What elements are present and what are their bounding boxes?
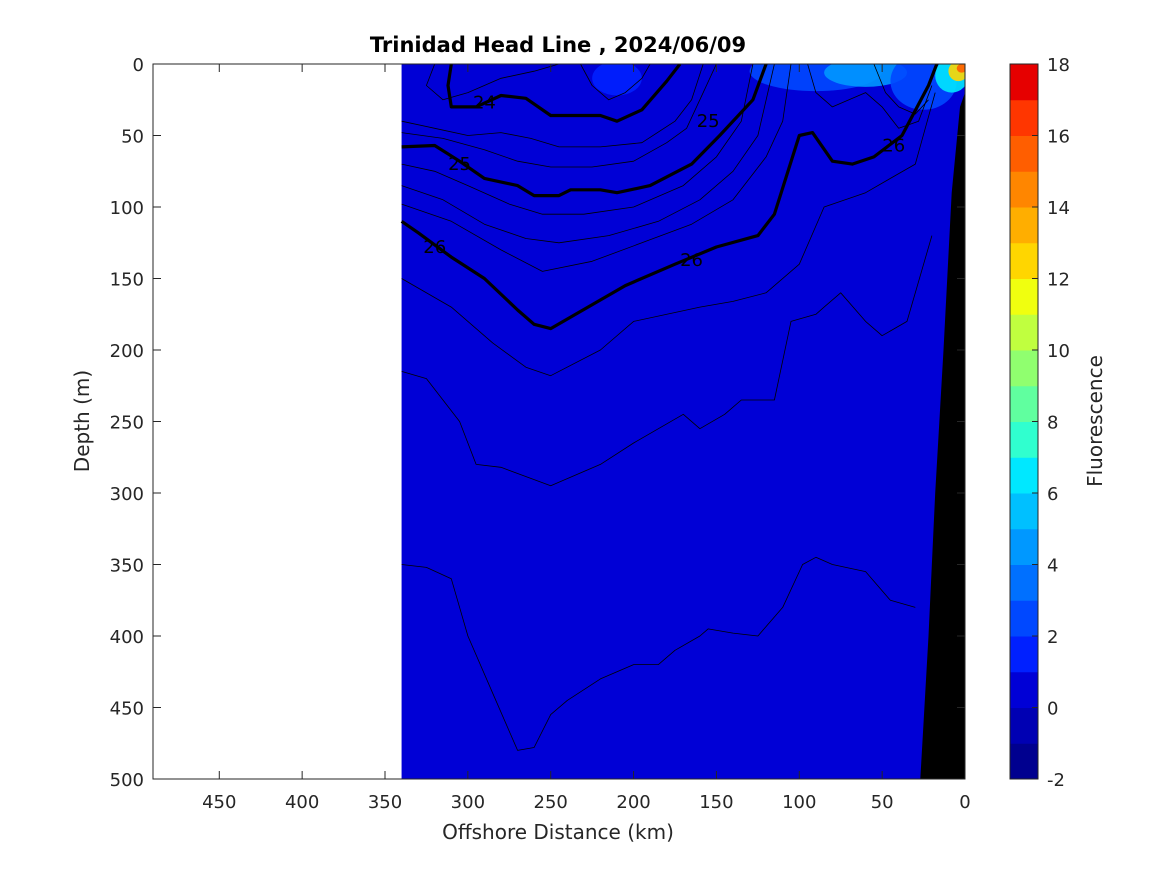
colorbar-tick-label-2: 2 (1047, 627, 1058, 648)
colorbar-tick-label-1: 0 (1047, 699, 1058, 720)
contour-line-12 (401, 64, 704, 148)
y-tick-label-1: 50 (121, 127, 144, 148)
contour-label-0: 24 (473, 93, 496, 114)
y-tick-label-6: 300 (110, 484, 144, 505)
colorbar-swatch-15 (1010, 207, 1038, 244)
field-background (401, 64, 965, 779)
contour-label-2: 25 (697, 111, 720, 132)
contour-line-15 (580, 64, 651, 101)
colorbar-swatch-9 (1010, 421, 1038, 458)
y-tick-label-0: 0 (133, 55, 144, 76)
contour-line-9 (401, 64, 754, 215)
x-tick-label-1: 400 (285, 792, 319, 813)
colorbar-tick-label-5: 8 (1047, 413, 1058, 434)
contour-labels: 24 25 25 26 26 26 (423, 93, 905, 271)
colorbar-swatch-18 (1010, 99, 1038, 136)
colorbar-swatch-19 (1010, 64, 1038, 101)
x-axis-label: Offshore Distance (km) (442, 820, 674, 844)
colorbar-swatch-8 (1010, 457, 1038, 494)
fluorescence-patch-6 (592, 64, 642, 96)
x-tick-label-5: 200 (616, 792, 650, 813)
colorbar-tick-label-7: 12 (1047, 270, 1070, 291)
bathymetry-mask (920, 92, 965, 779)
contour-line-1 (401, 64, 768, 198)
x-tick-label-6: 150 (699, 792, 733, 813)
contour-label-3: 26 (423, 237, 446, 258)
colorbar-swatch-7 (1010, 493, 1038, 530)
y-tick-label-2: 100 (110, 198, 144, 219)
colorbar-swatch-17 (1010, 135, 1038, 172)
fluorescence-field (401, 64, 965, 779)
contour-line-6 (401, 92, 936, 377)
bathymetry-shape (920, 92, 965, 779)
colorbar-swatch-5 (1010, 564, 1038, 601)
colorbar-tick-label-3: 4 (1047, 556, 1058, 577)
chart-title: Trinidad Head Line , 2024/06/09 (370, 33, 746, 57)
fluorescence-patch-5 (956, 64, 965, 73)
contour-label-4: 26 (680, 250, 703, 271)
x-tick-label-0: 450 (202, 792, 236, 813)
colorbar-tick-label-4: 6 (1047, 484, 1058, 505)
colorbar-swatch-0 (1010, 743, 1038, 780)
contour-line-16 (807, 64, 933, 129)
colorbar-swatch-10 (1010, 385, 1038, 422)
colorbar-swatch-13 (1010, 278, 1038, 315)
contour-line-10 (401, 64, 775, 244)
density-contours (400, 64, 939, 751)
colorbar-swatch-6 (1010, 528, 1038, 565)
contour-line-11 (401, 64, 792, 272)
colorbar-label: Fluorescence (1083, 355, 1107, 487)
colorbar-swatch-2 (1010, 671, 1038, 708)
colorbar-tick-label-8: 14 (1047, 198, 1070, 219)
y-tick-label-3: 150 (110, 270, 144, 291)
x-tick-label-3: 300 (451, 792, 485, 813)
contour-line-13 (401, 64, 717, 168)
y-tick-label-10: 500 (110, 770, 144, 791)
x-tick-label-2: 350 (368, 792, 402, 813)
colorbar-swatch-11 (1010, 350, 1038, 387)
x-tick-label-4: 250 (534, 792, 568, 813)
colorbar-tick-label-10: 18 (1047, 55, 1070, 76)
y-tick-label-5: 250 (110, 413, 144, 434)
y-axis-ticks: 0 50 100 150 200 250 300 350 400 450 500 (110, 55, 965, 791)
y-axis-label: Depth (m) (70, 370, 94, 472)
contour-label-5: 26 (882, 136, 905, 157)
y-tick-label-9: 450 (110, 699, 144, 720)
y-tick-label-4: 200 (110, 341, 144, 362)
colorbar-swatch-3 (1010, 636, 1038, 673)
x-tick-label-8: 50 (871, 792, 894, 813)
x-tick-label-7: 100 (782, 792, 816, 813)
contour-line-8 (401, 556, 916, 751)
contour-line-3 (400, 64, 939, 331)
colorbar-tick-label-0: -2 (1047, 770, 1065, 791)
y-tick-label-8: 400 (110, 627, 144, 648)
colorbar-swatch-1 (1010, 707, 1038, 744)
x-tick-label-9: 0 (959, 792, 970, 813)
contour-line-14 (426, 64, 560, 101)
colorbar-swatch-4 (1010, 600, 1038, 637)
colorbar-tick-label-9: 16 (1047, 127, 1070, 148)
contour-label-1: 25 (448, 154, 471, 175)
contour-line-17 (873, 64, 929, 115)
colorbar: -2 0 2 4 6 8 10 12 14 16 18 (1009, 55, 1070, 791)
contour-line-7 (401, 235, 933, 487)
x-axis-ticks: 450 400 350 300 250 200 150 100 50 0 (202, 64, 971, 813)
y-tick-label-7: 350 (110, 556, 144, 577)
contour-line-0 (446, 64, 682, 123)
fluorescence-patch-1 (824, 64, 907, 87)
colorbar-swatch-12 (1010, 314, 1038, 351)
colorbar-tick-label-6: 10 (1047, 341, 1070, 362)
colorbar-swatch-14 (1010, 242, 1038, 279)
colorbar-swatch-16 (1010, 171, 1038, 208)
